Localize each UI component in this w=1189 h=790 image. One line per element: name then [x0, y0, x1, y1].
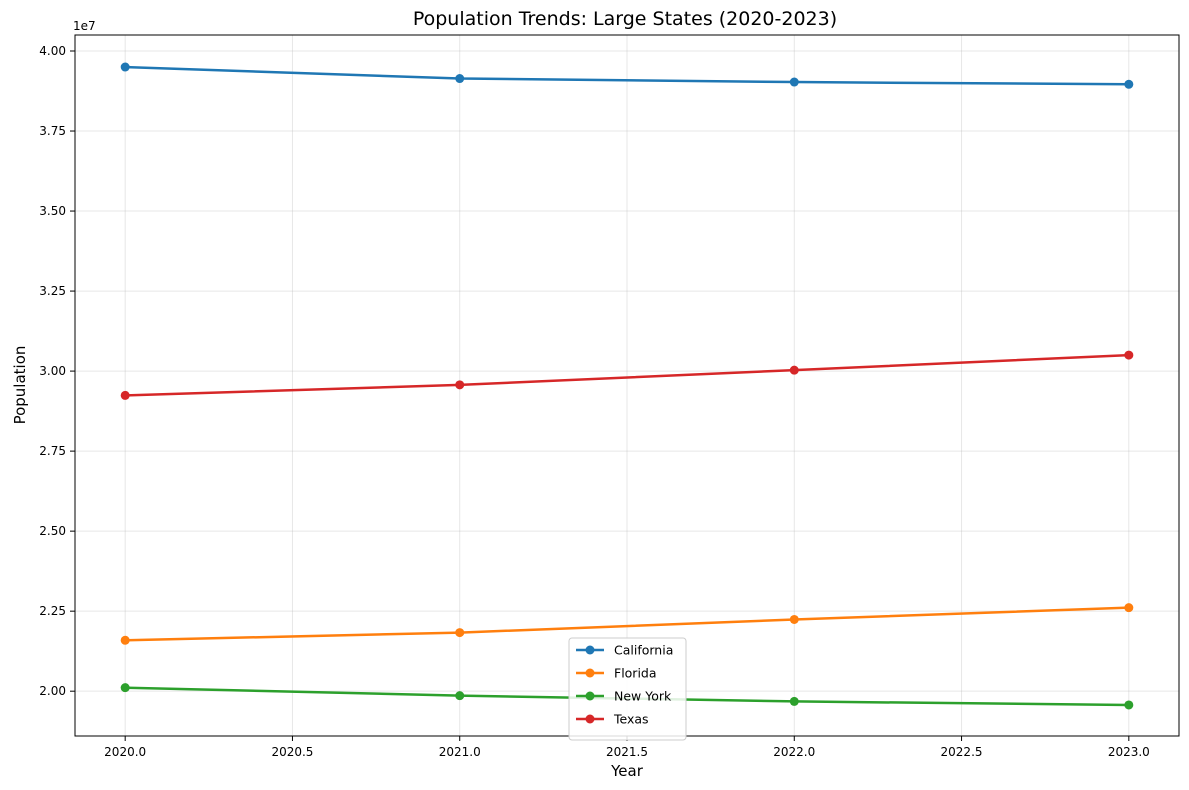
- series-line: [125, 65, 1129, 86]
- y-tick-label: 3.25: [39, 284, 66, 298]
- y-tick-label: 2.00: [39, 684, 66, 698]
- data-point: [1124, 603, 1134, 613]
- legend-swatch-marker: [585, 714, 595, 724]
- y-tick-label: 3.00: [39, 364, 66, 378]
- data-point: [455, 380, 465, 390]
- y-tick-label: 3.50: [39, 204, 66, 218]
- legend-item: Florida: [576, 666, 657, 681]
- data-point: [789, 77, 799, 87]
- data-point: [120, 62, 130, 72]
- legend-label: California: [614, 643, 673, 658]
- series-layer: [120, 62, 1134, 710]
- data-point: [789, 614, 799, 624]
- grid: [75, 35, 1179, 736]
- y-offset-label: 1e7: [73, 19, 96, 33]
- x-tick-label: 2022.5: [941, 745, 983, 759]
- legend-item: New York: [576, 689, 672, 704]
- y-tick-label: 2.50: [39, 524, 66, 538]
- legend-item: Texas: [576, 712, 649, 727]
- data-point: [120, 683, 130, 693]
- x-axis-label: Year: [610, 762, 644, 780]
- y-tick-label: 2.75: [39, 444, 66, 458]
- y-axis-label: Population: [11, 346, 29, 425]
- data-point: [1124, 79, 1134, 89]
- y-tick-label: 3.75: [39, 124, 66, 138]
- x-tick-label: 2022.0: [773, 745, 815, 759]
- y-tick-label: 4.00: [39, 44, 66, 58]
- data-point: [789, 696, 799, 706]
- legend-box: [568, 637, 687, 741]
- x-tick-label: 2020.5: [271, 745, 313, 759]
- legend-label: Texas: [613, 712, 649, 727]
- legend-item: California: [576, 643, 673, 658]
- x-tick-label: 2021.5: [606, 745, 648, 759]
- legend-label: Florida: [614, 666, 657, 681]
- series-texas: [120, 350, 1134, 400]
- data-point: [1124, 700, 1134, 710]
- series-florida: [120, 603, 1134, 645]
- chart-title: Population Trends: Large States (2020-20…: [413, 8, 837, 30]
- data-point: [789, 365, 799, 375]
- x-tick-label: 2023.0: [1108, 745, 1150, 759]
- legend-label: New York: [614, 689, 672, 704]
- x-axis: 2020.0 2020.5 2021.0 2021.5 2022.0 2022.5 2023…: [104, 736, 1150, 759]
- legend-swatch-marker: [585, 668, 595, 678]
- data-point: [1124, 350, 1134, 360]
- x-tick-label: 2021.0: [439, 745, 481, 759]
- legend-swatch-marker: [585, 645, 595, 655]
- series-line: [125, 353, 1129, 397]
- data-point: [455, 691, 465, 701]
- legend: California Florida New York Texas: [568, 637, 687, 741]
- series-line: [125, 606, 1129, 642]
- y-tick-label: 2.25: [39, 604, 66, 618]
- legend-swatch-marker: [585, 691, 595, 701]
- y-axis: 2.00 2.25 2.50 2.75 3.00 3.25 3.50 3.75 4.00: [39, 44, 75, 698]
- data-point: [455, 74, 465, 84]
- data-point: [455, 628, 465, 638]
- series-california: [120, 62, 1134, 89]
- data-point: [120, 390, 130, 400]
- x-tick-label: 2020.0: [104, 745, 146, 759]
- data-point: [120, 635, 130, 645]
